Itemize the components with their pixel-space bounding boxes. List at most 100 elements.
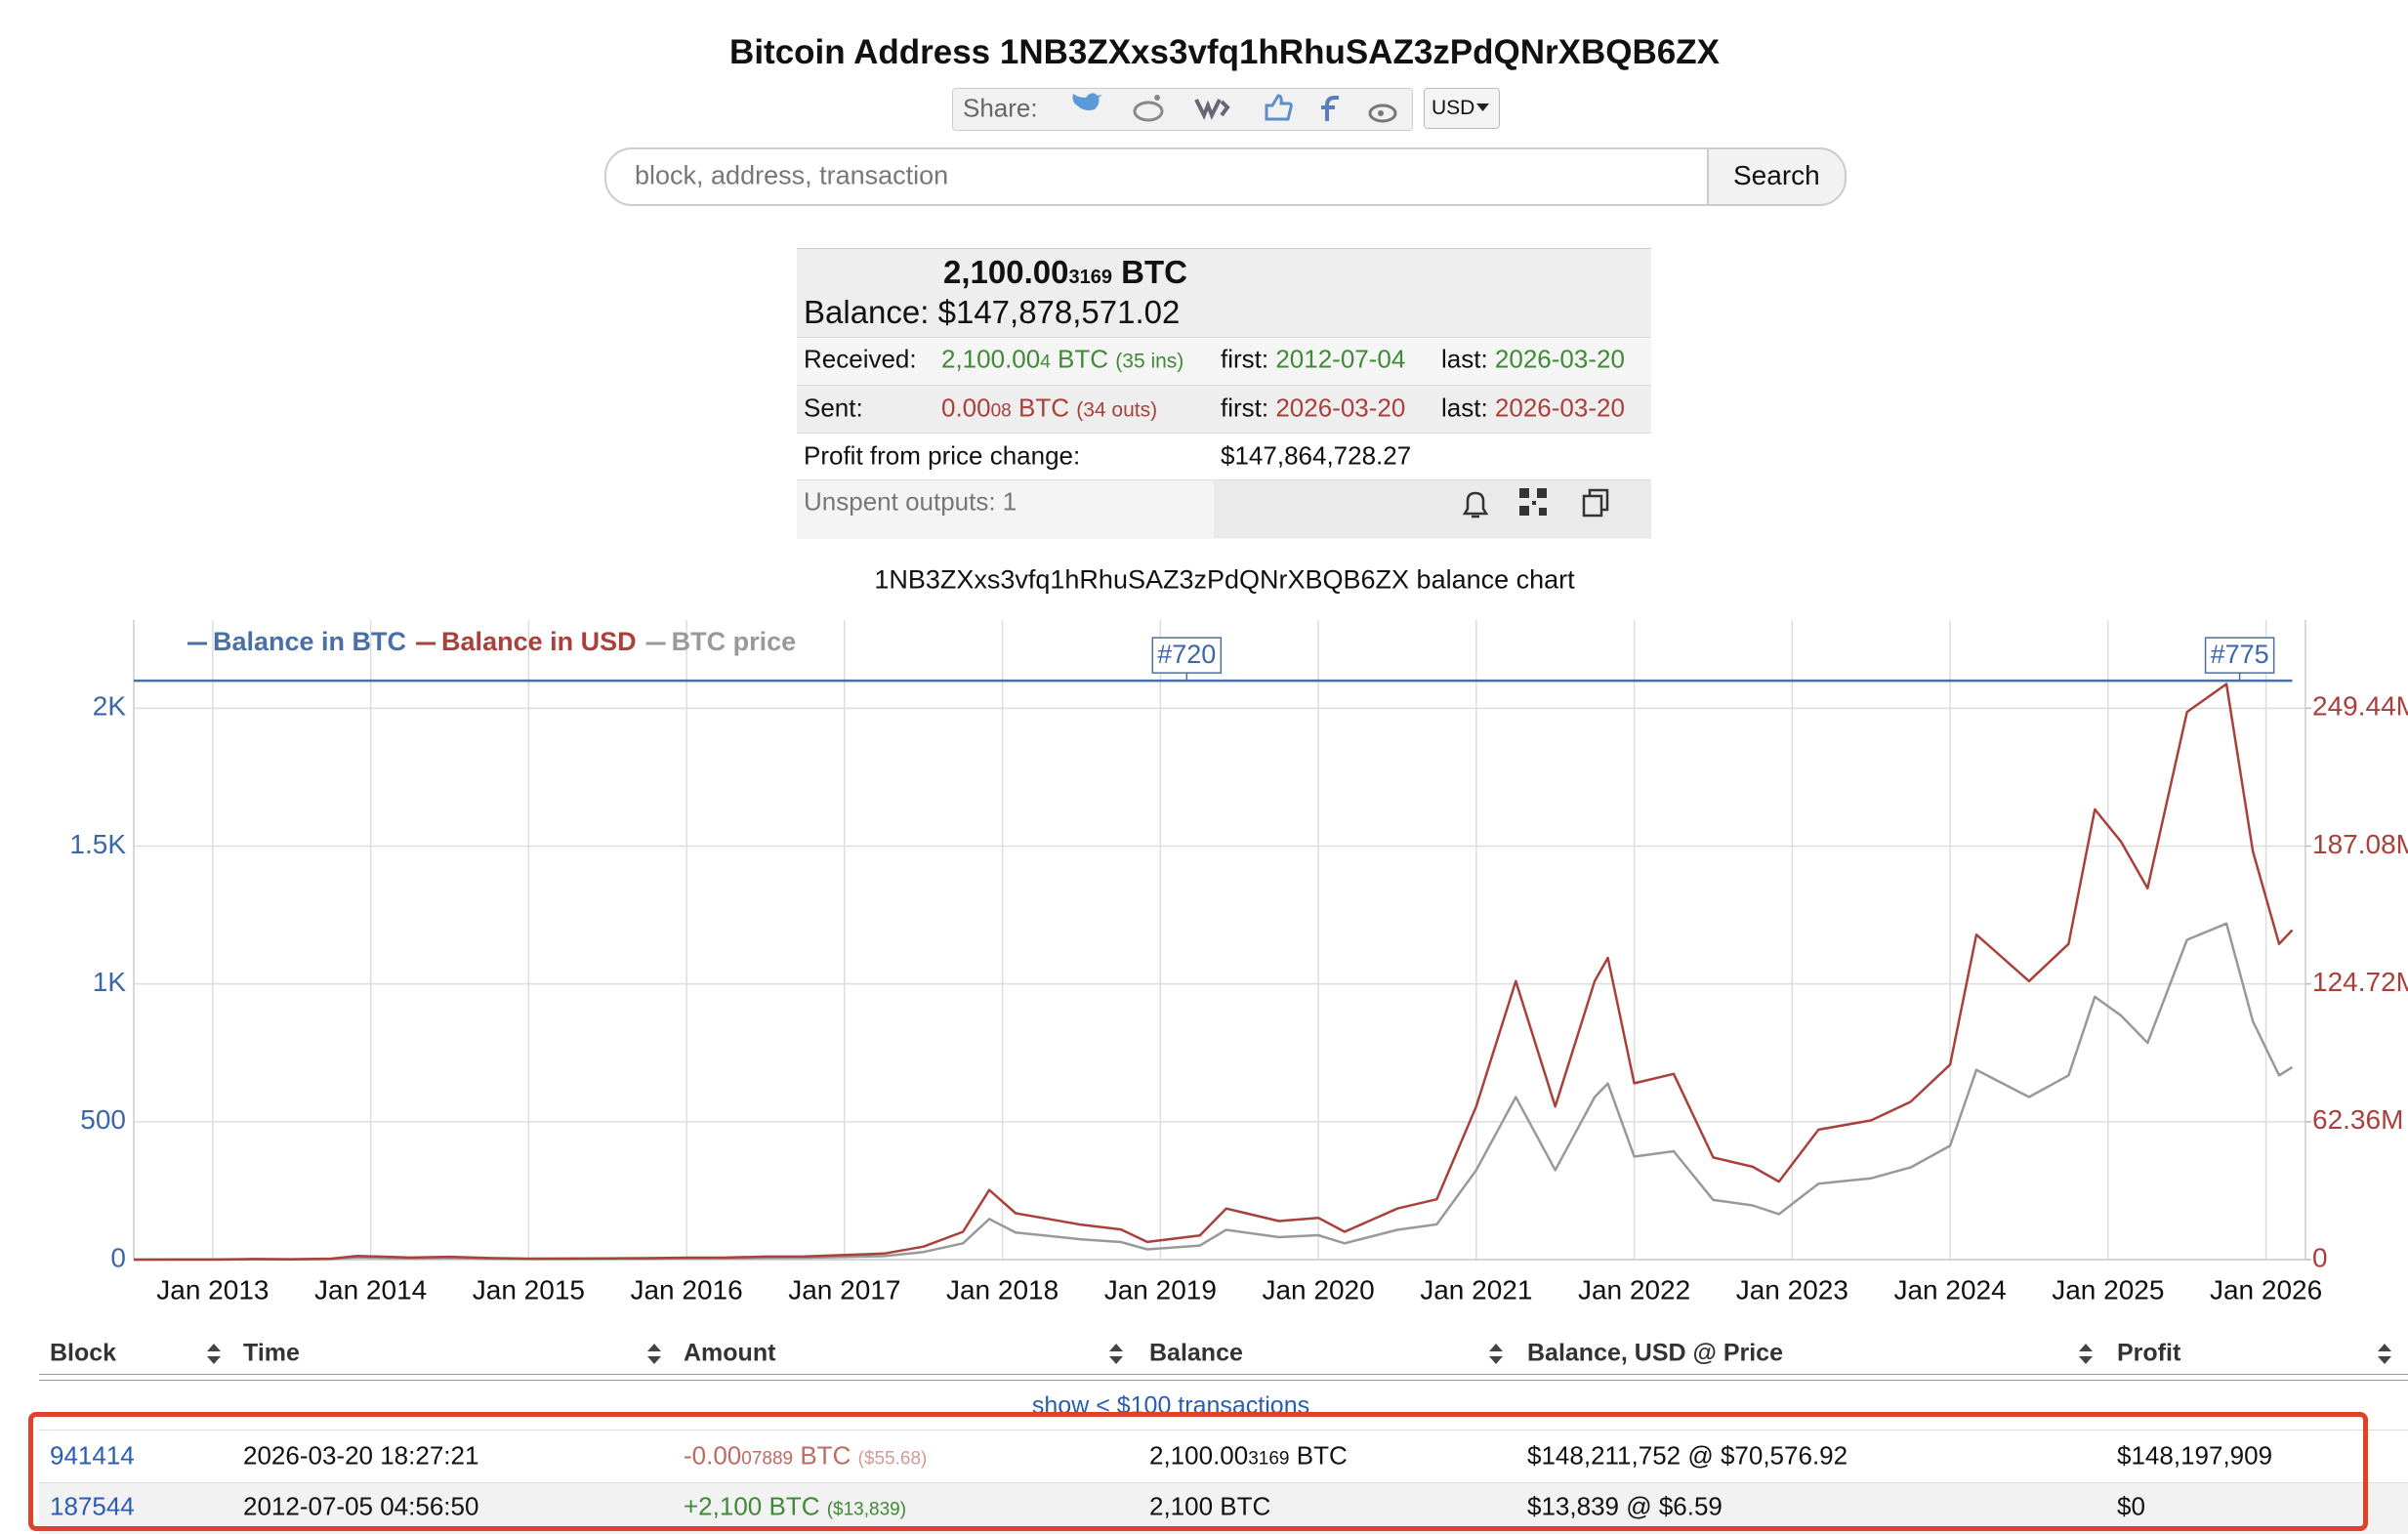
col-header[interactable]: Balance <box>1149 1339 1243 1367</box>
amount-usd: ($55.68) <box>857 1448 928 1470</box>
tx-profit: $148,197,909 <box>2117 1440 2273 1471</box>
btc-balance: 2,100.003169 BTC <box>943 254 1187 291</box>
x-tick-label: Jan 2025 <box>2052 1274 2164 1305</box>
y2-tick-label: 62.36M <box>2312 1104 2403 1135</box>
x-tick-label: Jan 2016 <box>630 1274 742 1305</box>
share-label: Share: <box>963 93 1038 123</box>
series-line <box>133 683 2294 1262</box>
received-first-label: first: <box>1221 344 1269 374</box>
profit-value: $147,864,728.27 <box>1221 440 1412 471</box>
tx-profit: $0 <box>2117 1491 2145 1521</box>
profit-label: Profit from price change: <box>804 440 1081 471</box>
dropdown-caret <box>1476 104 1489 111</box>
sent-first: first: 2026-03-20 <box>1221 394 1405 424</box>
col-header[interactable]: Block <box>50 1339 117 1367</box>
unspent-outputs[interactable]: Unspent outputs: 1 <box>804 486 1017 517</box>
received-count: (35 ins) <box>1115 350 1184 373</box>
balance-panel <box>797 248 1651 338</box>
y-tick-label: 1.5K <box>69 829 126 859</box>
btc-small: 3169 <box>1068 267 1112 288</box>
x-tick-label: Jan 2021 <box>1420 1274 1532 1305</box>
sort-icon[interactable] <box>2378 1344 2391 1364</box>
icon-cell <box>1214 480 1651 538</box>
x-tick-label: Jan 2026 <box>2210 1274 2322 1305</box>
y2-tick-label: 187.08M <box>2312 829 2408 859</box>
facebook-icon[interactable] <box>1321 96 1339 121</box>
balance-small: 3169 <box>1248 1448 1290 1470</box>
received-first: first: 2012-07-04 <box>1221 345 1405 375</box>
currency-label[interactable]: USD <box>1432 97 1475 119</box>
amount-small: 07889 <box>741 1448 794 1470</box>
currency-select[interactable] <box>1424 88 1500 129</box>
weibo-icon[interactable] <box>1368 104 1397 123</box>
y2-tick-label: 0 <box>2312 1242 2328 1272</box>
tx-balance-usd: $148,211,752 @ $70,576.92 <box>1527 1440 1848 1471</box>
y2-tick-label: 124.72M <box>2312 967 2408 997</box>
chart-title: 1NB3ZXxs3vfq1hRhuSAZ3zPdQNrXBQB6ZX balan… <box>874 564 1575 595</box>
sent-unit: BTC <box>1017 393 1069 423</box>
like-icon[interactable] <box>1265 94 1293 121</box>
col-header[interactable]: Time <box>243 1339 300 1367</box>
balance-main: 2,100.00 <box>1149 1440 1249 1471</box>
y-tick-label: 1K <box>93 967 127 997</box>
sent-first-date: 2026-03-20 <box>1275 393 1406 423</box>
search-button-bg[interactable] <box>1707 147 1847 206</box>
balance-unit: BTC <box>1296 1440 1348 1471</box>
copy-icon[interactable] <box>1582 488 1609 518</box>
twitter-icon[interactable] <box>1072 93 1103 110</box>
reddit-icon[interactable] <box>1133 95 1164 122</box>
received-small: 4 <box>1040 352 1051 373</box>
sent-last-date: 2026-03-20 <box>1494 393 1625 423</box>
vk-icon[interactable] <box>1194 99 1230 120</box>
action-icons <box>1462 488 1609 518</box>
x-tick-label: Jan 2018 <box>946 1274 1059 1305</box>
btc-unit: BTC <box>1121 254 1187 290</box>
amount-usd: ($13,839) <box>826 1499 907 1520</box>
received-last-date: 2026-03-20 <box>1494 344 1625 374</box>
received-unit: BTC <box>1058 344 1109 374</box>
sort-icon[interactable] <box>647 1344 661 1364</box>
sent-small: 08 <box>990 400 1012 422</box>
flag: #720 <box>1151 637 1223 674</box>
flag-box <box>1151 637 1223 674</box>
search-button[interactable]: Search <box>1733 160 1820 190</box>
sent-last: last: 2026-03-20 <box>1441 394 1625 424</box>
x-tick-label: Jan 2020 <box>1262 1274 1374 1305</box>
legend-label: Balance in BTC <box>213 627 406 656</box>
chart: Jan 2013 Jan 2014 Jan 2015 Jan 2016 Jan 2017… <box>69 620 2408 1305</box>
search-input[interactable]: block, address, transaction <box>635 160 949 190</box>
sort-icon[interactable] <box>1109 1344 1123 1364</box>
y-tick-label: 0 <box>110 1242 126 1272</box>
sent-count: (34 outs) <box>1076 398 1158 422</box>
bell-icon[interactable] <box>1462 491 1489 518</box>
sort-icon[interactable] <box>207 1344 221 1364</box>
sent-label: Sent: <box>804 393 863 423</box>
col-header[interactable]: Amount <box>684 1339 776 1367</box>
btc-main: 2,100.00 <box>943 254 1069 290</box>
tx-amount: +2,100 BTC ($13,839) <box>684 1492 906 1522</box>
sort-icons <box>207 1344 2391 1364</box>
balance-line: Balance: $147,878,571.02 <box>804 294 1180 331</box>
col-header[interactable]: Balance, USD @ Price <box>1527 1339 1783 1367</box>
received-amount: 2,100.004 BTC (35 ins) <box>941 345 1183 375</box>
block-link[interactable]: 187544 <box>50 1491 135 1521</box>
amount-unit: BTC <box>768 1491 820 1521</box>
x-tick-label: Jan 2023 <box>1736 1274 1848 1305</box>
x-tick-label: Jan 2014 <box>314 1274 427 1305</box>
sent-main: 0.00 <box>941 393 991 423</box>
received-label: Received: <box>804 344 917 374</box>
sent-first-label: first: <box>1221 393 1269 423</box>
sort-icon[interactable] <box>1489 1344 1503 1364</box>
col-header[interactable]: Profit <box>2117 1339 2181 1367</box>
header-rule <box>39 1374 2408 1381</box>
tx-time: 2012-07-05 04:56:50 <box>243 1491 479 1521</box>
share-icons[interactable] <box>1059 90 1411 127</box>
highlight-box <box>28 1412 2368 1531</box>
sort-icon[interactable] <box>2079 1344 2093 1364</box>
plot-area <box>134 620 2305 1260</box>
amount-main: +2,100 <box>684 1491 763 1521</box>
x-tick-label: Jan 2015 <box>473 1274 585 1305</box>
qr-icon[interactable] <box>1519 488 1547 516</box>
block-link[interactable]: 941414 <box>50 1440 135 1471</box>
